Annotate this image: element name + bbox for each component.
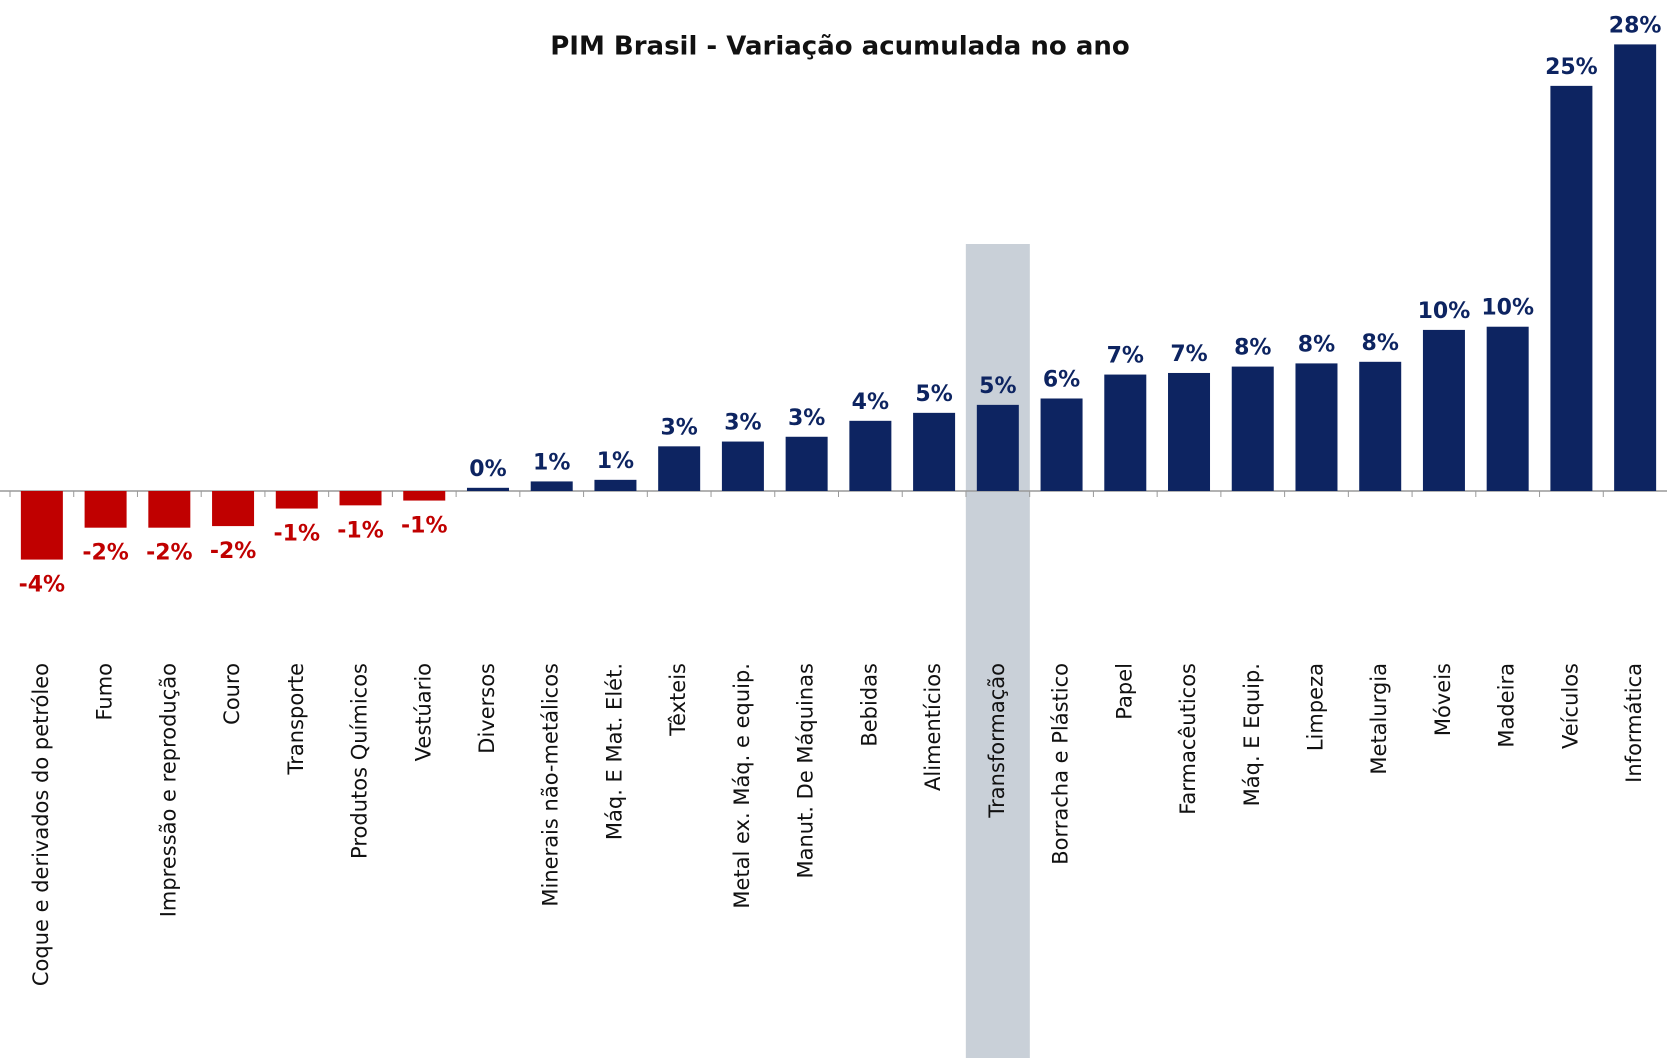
value-label: 25% <box>1545 55 1598 80</box>
x-tick-label: Móveis <box>1431 663 1455 736</box>
bar <box>1422 329 1465 491</box>
x-tick-label: Fumo <box>93 663 117 721</box>
x-tick-label: Madeira <box>1495 663 1519 748</box>
bar <box>466 487 509 491</box>
bar <box>1168 372 1211 491</box>
value-label: -1% <box>274 522 320 547</box>
value-label: 4% <box>852 390 889 415</box>
x-tick-label: Coque e derivados do petróleo <box>29 663 53 986</box>
x-tick-label: Limpeza <box>1303 663 1327 751</box>
x-tick-label: Couro <box>220 663 244 725</box>
bar <box>976 404 1019 491</box>
x-tick-label: Papel <box>1112 663 1136 720</box>
bar <box>658 446 701 491</box>
x-tick-label: Minerais não-metálicos <box>539 663 563 907</box>
bar <box>212 491 255 527</box>
bar <box>1486 326 1529 491</box>
value-label: 6% <box>1043 367 1080 392</box>
value-label: 1% <box>533 450 570 475</box>
bar <box>721 441 764 491</box>
bar <box>403 491 446 501</box>
x-tick-label: Borracha e Plástico <box>1049 663 1073 865</box>
bar <box>1550 85 1593 492</box>
value-label: -2% <box>146 541 192 566</box>
value-label: 5% <box>915 382 952 407</box>
bar <box>1614 44 1657 492</box>
highlight-band <box>965 244 1030 1058</box>
x-tick-label: Diversos <box>475 663 499 754</box>
bar <box>849 420 892 491</box>
x-tick-label: Máq. E Equip. <box>1240 663 1264 806</box>
value-label: 7% <box>1170 342 1207 367</box>
x-tick-label: Alimentícios <box>921 663 945 791</box>
bar <box>594 479 637 491</box>
bar <box>1231 366 1274 491</box>
value-label: -4% <box>19 573 65 598</box>
x-tick-label: Veículos <box>1558 663 1582 749</box>
value-label: 3% <box>788 406 825 431</box>
x-tick-label: Produtos Químicos <box>348 663 372 859</box>
value-label: -1% <box>401 514 447 539</box>
value-label: 3% <box>660 415 697 440</box>
bar <box>1359 361 1402 491</box>
x-tick-label: Bebidas <box>857 663 881 747</box>
value-label: -2% <box>210 539 256 564</box>
x-tick-label: Metalurgia <box>1367 663 1391 775</box>
value-label: 0% <box>469 457 506 482</box>
value-label: 3% <box>724 411 761 436</box>
bar <box>148 491 191 528</box>
value-label: 10% <box>1481 296 1534 321</box>
bar <box>785 436 828 491</box>
x-tick-label: Transporte <box>284 663 308 775</box>
value-label: 7% <box>1107 344 1144 369</box>
chart-title: PIM Brasil - Variação acumulada no ano <box>550 32 1130 62</box>
bar <box>1040 398 1083 491</box>
x-tick-label: Informática <box>1622 663 1646 783</box>
value-label: 8% <box>1298 332 1335 357</box>
value-label: 8% <box>1234 336 1271 361</box>
value-label: 8% <box>1362 331 1399 356</box>
x-tick-label: Metal ex. Máq. e equip. <box>730 663 754 909</box>
bar <box>20 491 63 560</box>
value-label: 1% <box>597 449 634 474</box>
bar <box>1104 374 1147 491</box>
value-label: 10% <box>1418 299 1471 324</box>
x-tick-label: Vestúario <box>411 663 435 761</box>
bar <box>339 491 382 506</box>
bar <box>84 491 127 528</box>
x-tick-label: Máq. E Mat. Elét. <box>602 663 626 840</box>
bar <box>275 491 318 509</box>
value-label: 5% <box>979 374 1016 399</box>
bar <box>1295 363 1338 491</box>
x-tick-label: Transformação <box>985 663 1009 819</box>
x-tick-label: Impressão e reprodução <box>156 663 180 917</box>
x-tick-label: Manut. De Máquinas <box>794 663 818 879</box>
bar <box>913 412 956 491</box>
value-label: 28% <box>1609 13 1662 38</box>
value-label: -2% <box>82 541 128 566</box>
value-label: -1% <box>337 518 383 543</box>
bar <box>530 481 573 491</box>
x-tick-label: Farmacêuticos <box>1176 663 1200 815</box>
x-tick-label: Têxteis <box>666 663 690 737</box>
